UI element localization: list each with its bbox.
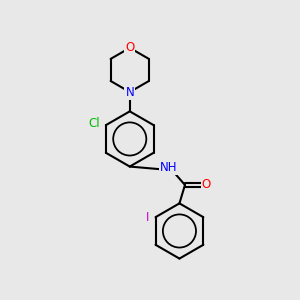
Text: NH: NH bbox=[160, 161, 177, 174]
Text: O: O bbox=[202, 178, 211, 191]
Text: Cl: Cl bbox=[89, 117, 100, 130]
Text: I: I bbox=[146, 211, 149, 224]
Text: N: N bbox=[125, 86, 134, 100]
Text: O: O bbox=[125, 41, 134, 54]
Text: N: N bbox=[125, 85, 134, 98]
